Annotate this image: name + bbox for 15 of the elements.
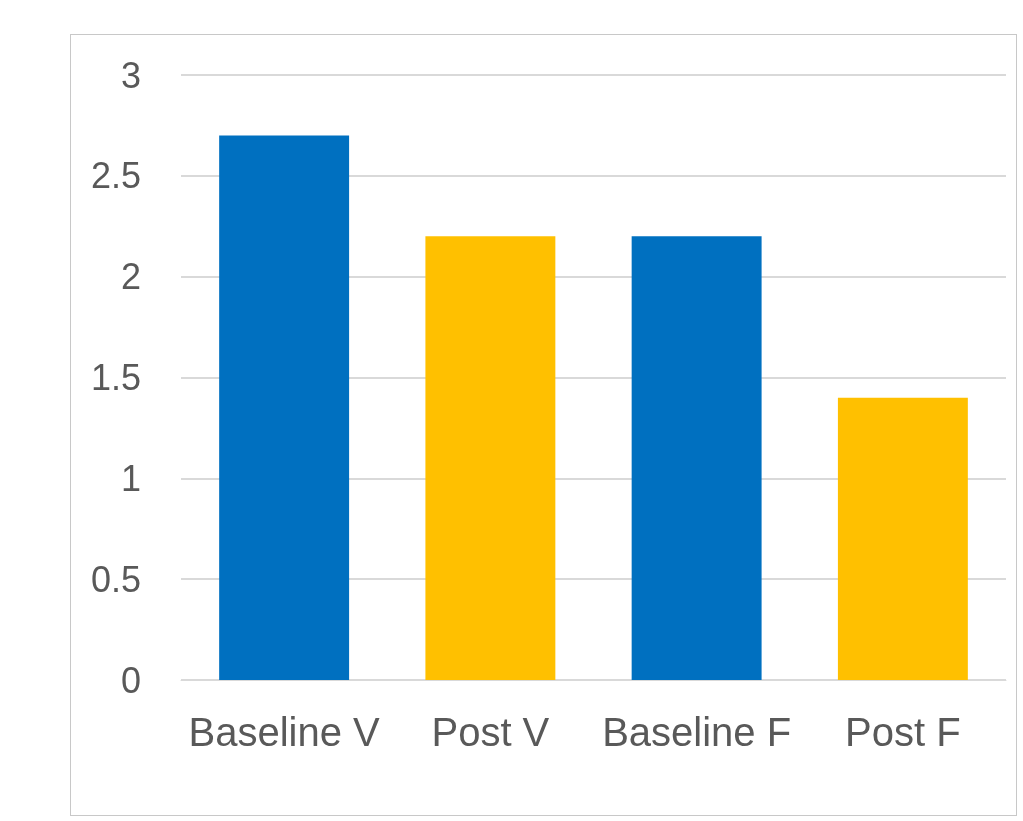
- bar: [425, 236, 556, 680]
- bar: [631, 236, 762, 680]
- y-tick-label: 1: [120, 457, 141, 499]
- x-tick-label: Post F: [845, 710, 961, 754]
- x-tick-label: Baseline F: [602, 710, 792, 754]
- x-tick-label: Post V: [431, 710, 550, 754]
- y-tick-label: 3: [120, 54, 141, 96]
- y-tick-label: 2.5: [90, 155, 141, 197]
- y-tick-label: 2: [120, 256, 141, 298]
- y-tick-label: 0.5: [90, 558, 141, 600]
- x-tick-label: Baseline V: [188, 710, 381, 754]
- bar: [219, 135, 350, 680]
- y-tick-label: 1.5: [90, 357, 141, 398]
- y-tick-label: 0: [120, 659, 141, 701]
- bar: [837, 397, 968, 680]
